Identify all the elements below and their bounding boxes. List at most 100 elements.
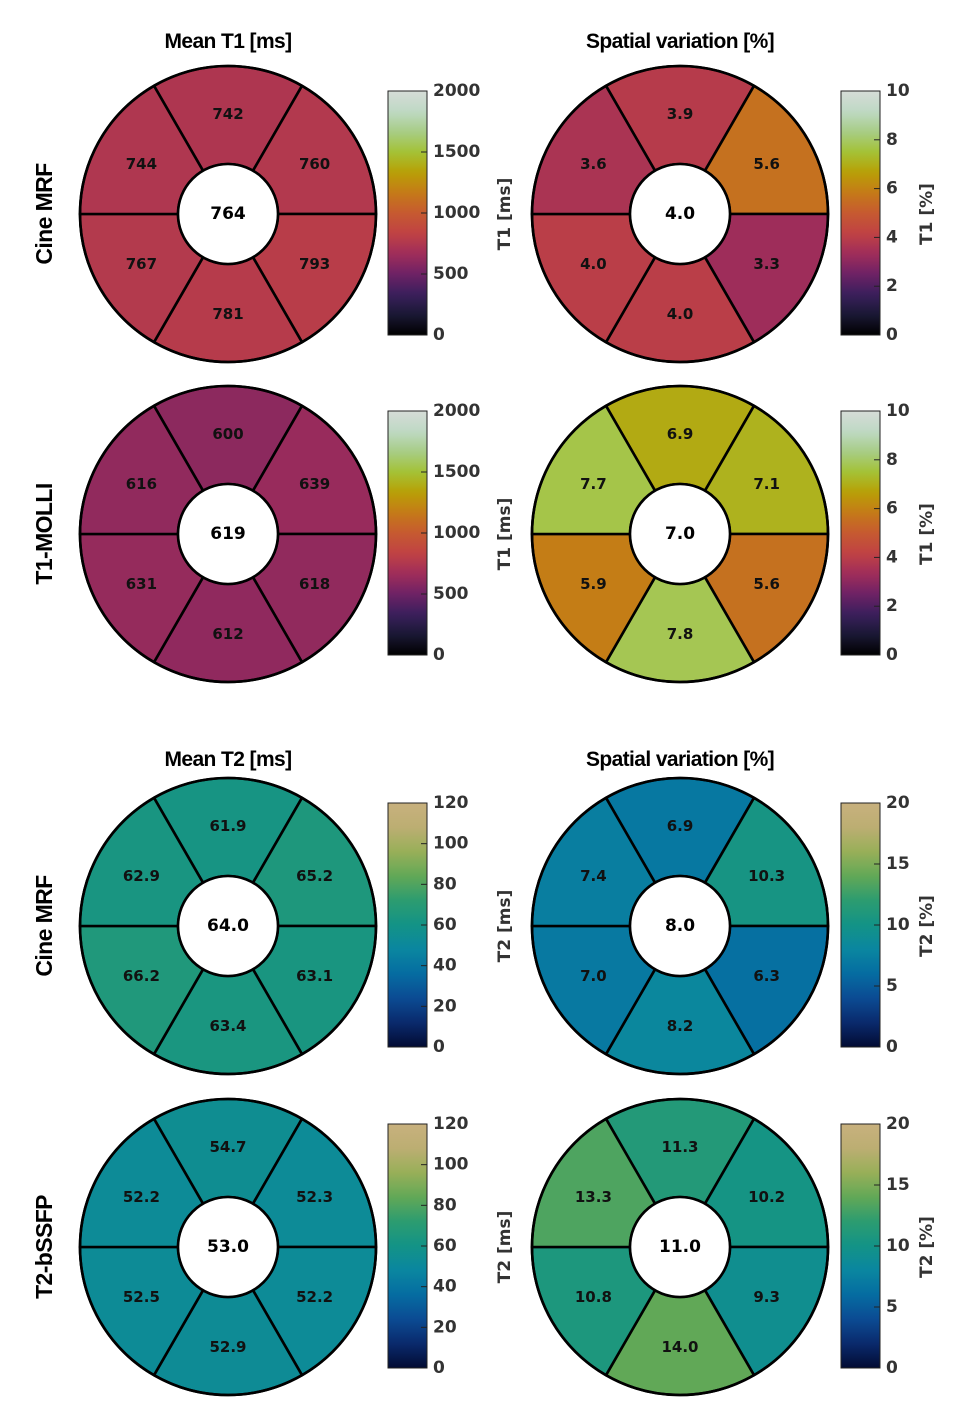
- colorbar-tick-label: 15: [886, 1175, 910, 1195]
- colorbar: [840, 1123, 881, 1369]
- colorbar: [387, 410, 428, 656]
- segment-value-label: 5.6: [753, 575, 780, 593]
- bullseye-panel: 3.9 5.6 3.3 4.0 4.0 3.6 4.0 Spatial variation […: [530, 30, 937, 364]
- row-label: T1-MOLLI: [31, 483, 57, 584]
- colorbar-tick-label: 80: [433, 874, 457, 894]
- bullseye-outline: [78, 776, 378, 1076]
- colorbar-tick-label: 0: [886, 325, 898, 345]
- colorbar-tick-label: 0: [433, 325, 445, 345]
- colorbar-tick-label: 500: [433, 584, 469, 604]
- colorbar-tick-label: 6: [886, 499, 898, 519]
- colorbar-tick-label: 40: [433, 1277, 457, 1297]
- segment-value-label: 781: [212, 305, 243, 323]
- colorbar-title: T2 [%]: [917, 1216, 937, 1278]
- bullseye-center: [628, 874, 732, 978]
- colorbar-title: T1 [%]: [917, 503, 937, 565]
- bullseye-outline: [78, 64, 378, 364]
- segment-value-label: 7.0: [580, 967, 607, 985]
- segment-value-label: 742: [212, 105, 243, 123]
- colorbar-tick-label: 5: [886, 1297, 898, 1317]
- segment-value-label: 63.1: [296, 967, 333, 985]
- bullseye-panel: 11.3 10.2 9.3 14.0 10.8 13.3 11.0 0 5 10 15 20 T2 [%…: [530, 1097, 937, 1397]
- segment-value-label: 62.9: [123, 867, 160, 885]
- colorbar-tick-label: 5: [886, 976, 898, 996]
- colorbar-tick-label: 40: [433, 956, 457, 976]
- segment-value-label: 52.3: [296, 1188, 333, 1206]
- segment-value-label: 6.9: [667, 817, 694, 835]
- segment-value-label: 54.7: [209, 1138, 246, 1156]
- colorbar-tick-label: 60: [433, 1236, 457, 1256]
- segment-value-label: 6.9: [667, 425, 694, 443]
- colorbar-tick-label: 15: [886, 854, 910, 874]
- segment-value-label: 8.2: [667, 1017, 694, 1035]
- segment-value-label: 7.7: [580, 475, 607, 493]
- segment-value-label: 66.2: [123, 967, 160, 985]
- bullseye-panel: 742 760 793 781 767 744 764 Mean T1 [ms] Cine MR…: [31, 30, 515, 364]
- colorbar-tick-label: 80: [433, 1195, 457, 1215]
- colorbar: [387, 1123, 428, 1369]
- colorbar: [840, 410, 881, 656]
- colorbar-tick-label: 8: [886, 130, 898, 150]
- segment-value-label: 5.6: [753, 155, 780, 173]
- colorbar-tick-label: 20: [886, 1114, 910, 1134]
- segment-value-label: 5.9: [580, 575, 607, 593]
- row-label: T2-bSSFP: [31, 1195, 57, 1299]
- segment-value-label: 11.3: [661, 1138, 698, 1156]
- colorbar-title: T1 [%]: [917, 183, 937, 245]
- row-label: Cine MRF: [31, 163, 57, 265]
- segment-value-label: 7.4: [580, 867, 607, 885]
- colorbar-tick-label: 2: [886, 276, 898, 296]
- center-value-label: 764: [210, 204, 246, 224]
- center-value-label: 619: [210, 524, 246, 544]
- colorbar-tick-label: 120: [433, 1114, 469, 1134]
- segment-value-label: 600: [212, 425, 243, 443]
- colorbar-tick-label: 2000: [433, 81, 480, 101]
- segment-value-label: 760: [299, 155, 330, 173]
- segment-value-label: 10.2: [748, 1188, 785, 1206]
- segment-value-label: 10.3: [748, 867, 785, 885]
- bullseye-center: [176, 1195, 280, 1299]
- column-title: Spatial variation [%]: [586, 30, 774, 53]
- colorbar-tick-label: 0: [433, 1037, 445, 1057]
- segment-value-label: 7.8: [667, 625, 694, 643]
- segment-value-label: 52.5: [123, 1288, 160, 1306]
- bullseye-center: [628, 1195, 732, 1299]
- center-value-label: 8.0: [665, 916, 695, 936]
- bullseye-panel: 6.9 7.1 5.6 7.8 5.9 7.7 7.0 0 2 4 6 8 10 T1 [%]: [530, 384, 937, 684]
- segment-value-label: 744: [126, 155, 157, 173]
- colorbar-tick-label: 8: [886, 450, 898, 470]
- bullseye-center: [628, 162, 732, 266]
- segment-value-label: 3.9: [667, 105, 694, 123]
- bullseye-panel: 600 639 618 612 631 616 619 T1-MOLLI 0 500 1000 150…: [31, 384, 515, 684]
- colorbar-tick-label: 100: [433, 834, 469, 854]
- colorbar: [840, 90, 881, 336]
- segment-value-label: 14.0: [661, 1338, 698, 1356]
- bullseye-center: [628, 482, 732, 586]
- segment-value-label: 618: [299, 575, 330, 593]
- column-title: Spatial variation [%]: [586, 748, 774, 771]
- colorbar-tick-label: 100: [433, 1155, 469, 1175]
- colorbar-tick-label: 0: [886, 1358, 898, 1378]
- center-value-label: 11.0: [659, 1237, 701, 1257]
- bullseye-panel: 54.7 52.3 52.2 52.9 52.5 52.2 53.0 T2-bSSFP 0 20 4…: [31, 1097, 515, 1397]
- center-value-label: 53.0: [207, 1237, 249, 1257]
- segment-value-label: 10.8: [575, 1288, 612, 1306]
- segment-value-label: 4.0: [667, 305, 694, 323]
- colorbar-tick-label: 10: [886, 81, 910, 101]
- bullseye-panel: 61.9 65.2 63.1 63.4 66.2 62.9 64.0 Mean T2 [ms]…: [31, 748, 515, 1076]
- colorbar-tick-label: 1500: [433, 142, 480, 162]
- segment-value-label: 616: [126, 475, 157, 493]
- segment-value-label: 9.3: [753, 1288, 780, 1306]
- colorbar-tick-label: 60: [433, 915, 457, 935]
- colorbar-tick-label: 1000: [433, 203, 480, 223]
- segment-value-label: 61.9: [209, 817, 246, 835]
- bullseye-center: [176, 874, 280, 978]
- row-label: Cine MRF: [31, 875, 57, 977]
- colorbar-title: T2 [%]: [917, 895, 937, 957]
- colorbar-title: T1 [ms]: [495, 178, 515, 251]
- colorbar-tick-label: 20: [433, 1317, 457, 1337]
- colorbar-tick-label: 2000: [433, 401, 480, 421]
- column-title: Mean T1 [ms]: [165, 30, 292, 53]
- colorbar-tick-label: 20: [886, 793, 910, 813]
- center-value-label: 64.0: [207, 916, 249, 936]
